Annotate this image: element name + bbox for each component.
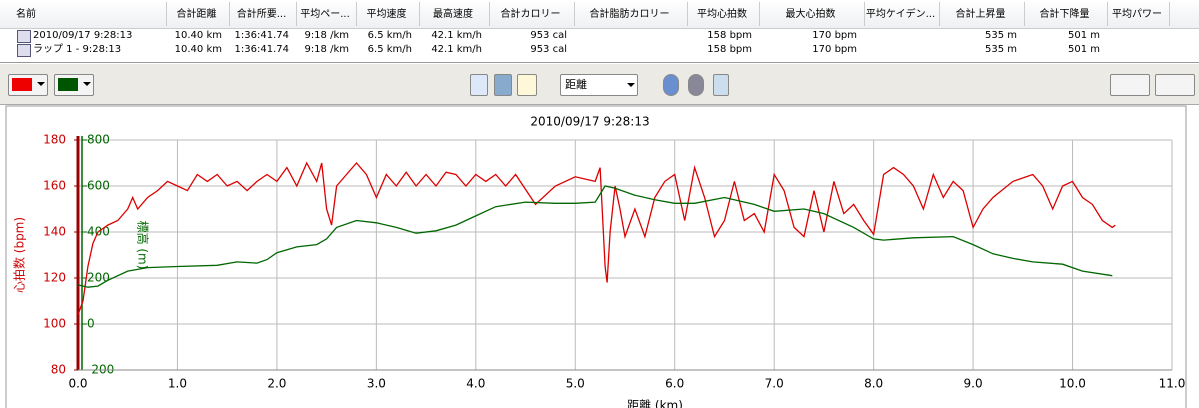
column-header: 平均心拍数	[697, 9, 747, 20]
column-divider	[1169, 2, 1170, 26]
column-header: 名前	[16, 9, 36, 20]
y-tick-label: 160	[43, 179, 66, 193]
table-cell: 1:36:41.74	[234, 44, 289, 55]
table-cell: 953 cal	[530, 44, 567, 55]
table-header	[0, 0, 1199, 29]
select-text: 距離	[565, 78, 587, 91]
column-divider	[229, 2, 230, 26]
x-tick-label: 11.0	[1159, 377, 1186, 391]
chart-icon[interactable]	[517, 74, 537, 96]
column-header: 合計脂肪カロリー	[589, 9, 670, 20]
column-divider	[166, 2, 167, 26]
table-cell: 535 m	[984, 30, 1017, 41]
x-tick-label: 3.0	[367, 377, 386, 391]
x-axis-label: 距離 (km)	[627, 399, 683, 408]
chart-title: 2010/09/17 9:28:13	[530, 115, 649, 129]
table-cell: 10.40 km	[174, 30, 222, 41]
table-cell: 170 bpm	[812, 30, 857, 41]
x-tick-label: 1.0	[168, 377, 187, 391]
y2-tick-label: 600	[87, 179, 110, 193]
color-button[interactable]	[54, 74, 94, 96]
column-header: 合計下降量	[1039, 9, 1090, 20]
table-cell: 170 bpm	[812, 44, 857, 55]
x-tick-label: 9.0	[964, 377, 983, 391]
y-tick-label: 80	[51, 363, 66, 377]
table-cell: 501 m	[1067, 44, 1100, 55]
column-divider	[1107, 2, 1108, 26]
y-axis-label: 心拍数 (bpm)	[12, 217, 27, 293]
table-cell: 158 bpm	[707, 30, 752, 41]
y-tick-label: 180	[43, 133, 66, 147]
column-header: 最高速度	[433, 9, 473, 20]
x-tick-label: 7.0	[765, 377, 784, 391]
column-header: 合計カロリー	[500, 9, 561, 20]
table-cell: 10.40 km	[174, 44, 222, 55]
y-tick-label: 100	[43, 317, 66, 331]
column-header: 平均パワー	[1112, 9, 1162, 20]
column-divider	[356, 2, 357, 26]
summary-table: 名前 合計距離 合計所要... 平均ペー... 平均速度 最高速度 合計カロリー 合計脂肪カロ…	[0, 0, 1199, 63]
x-tick-label: 10.0	[1059, 377, 1086, 391]
column-divider	[1024, 2, 1025, 26]
column-divider	[419, 2, 420, 26]
column-divider	[939, 2, 940, 26]
table-cell: 535 m	[984, 44, 1017, 55]
menu-button[interactable]	[1155, 74, 1195, 96]
table-cell: 2010/09/17 9:28:13	[33, 30, 133, 41]
column-header: 合計距離	[176, 9, 217, 20]
column-header: 最大心拍数	[785, 9, 836, 20]
table-cell: 42.1 km/h	[431, 30, 482, 41]
toolbar: 距離	[0, 64, 1199, 105]
series-line	[77, 161, 1116, 316]
table-cell: 158 bpm	[707, 44, 752, 55]
table-cell: 9:18 /km	[304, 30, 349, 41]
x-tick-label: 6.0	[665, 377, 684, 391]
column-divider	[489, 2, 490, 26]
table-cell: 953 cal	[530, 30, 567, 41]
row-icon	[17, 30, 31, 43]
series-line	[77, 185, 1113, 288]
chart-frame	[5, 105, 1187, 408]
y2-axis-label: 標高 (m)	[136, 221, 151, 270]
y2-tick-label: 200	[87, 271, 110, 285]
x-tick-label: 8.0	[864, 377, 883, 391]
table-cell: 501 m	[1067, 30, 1100, 41]
x-tick-label: 0.0	[68, 377, 87, 391]
y2-tick-label: 0	[87, 317, 95, 331]
y2-tick-label: 800	[87, 133, 110, 147]
color-button[interactable]	[8, 74, 48, 96]
column-header: 平均速度	[366, 9, 407, 20]
column-divider	[574, 2, 575, 26]
column-header: 合計上昇量	[955, 9, 1006, 20]
fit[interactable]	[713, 74, 729, 96]
column-header: 合計所要...	[236, 9, 287, 20]
split-icon[interactable]	[494, 74, 512, 96]
column-header: 平均ペー...	[300, 9, 350, 20]
zoom-out[interactable]	[688, 74, 704, 96]
chart: 2010/09/17 9:28:13 0.0 1.0 2.0 3.0 4.0 5.0 6.0…	[5, 105, 1187, 408]
table-cell: 6.5 km/h	[367, 44, 412, 55]
table-cell: 42.1 km/h	[431, 44, 482, 55]
table-cell: 6.5 km/h	[367, 30, 412, 41]
zoom-in[interactable]	[663, 74, 679, 96]
table-cell: 1:36:41.74	[234, 30, 289, 41]
menu-button[interactable]	[1110, 74, 1150, 96]
x-tick-label: 2.0	[267, 377, 286, 391]
x-tick-label: 4.0	[466, 377, 485, 391]
table-cell: ラップ 1 - 9:28:13	[33, 44, 122, 55]
grid-icon[interactable]	[470, 74, 488, 96]
x-tick-label: 5.0	[566, 377, 585, 391]
column-divider	[687, 2, 688, 26]
column-header: 平均ケイデン...	[865, 9, 936, 20]
y-tick-label: 140	[43, 225, 66, 239]
column-divider	[296, 2, 297, 26]
column-divider	[864, 2, 865, 26]
column-divider	[759, 2, 760, 26]
axis-select[interactable]: 距離	[560, 74, 638, 96]
table-cell: 9:18 /km	[304, 44, 349, 55]
row-icon	[17, 44, 31, 57]
y-tick-label: 120	[43, 271, 66, 285]
